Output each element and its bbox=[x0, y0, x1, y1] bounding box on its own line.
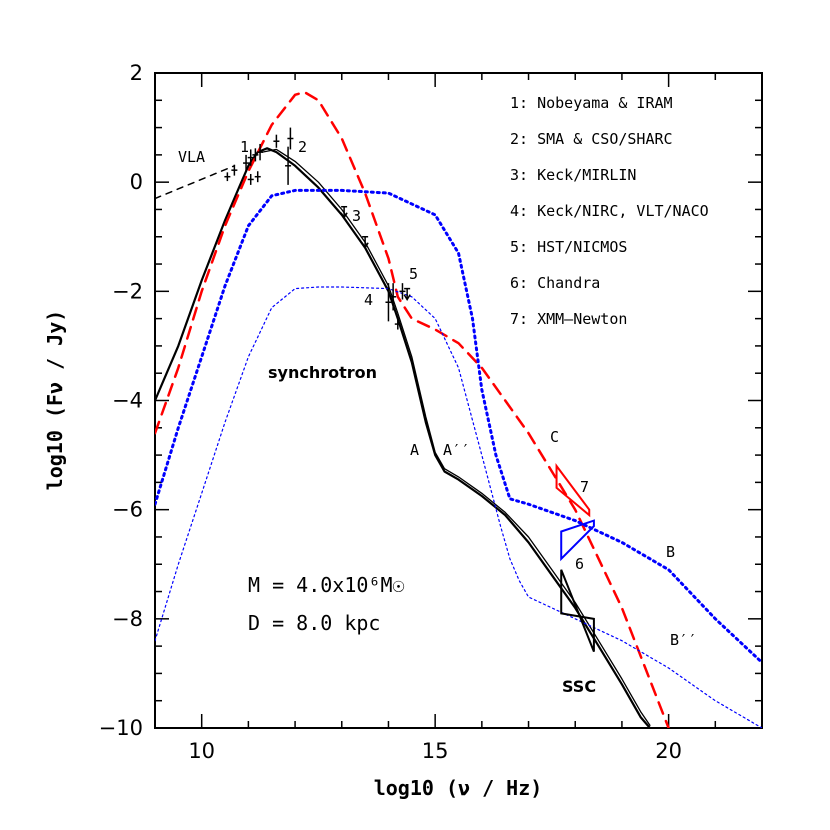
bowtie-flare-C bbox=[555, 462, 591, 518]
legend-item: 4: Keck/NIRC, VLT/NACO bbox=[510, 202, 709, 220]
distance-parameter: D = 8.0 kpc bbox=[248, 611, 380, 635]
label-B: B bbox=[666, 543, 675, 561]
series-blue-dotted-B bbox=[155, 188, 762, 664]
legend-item: 2: SMA & CSO/SHARC bbox=[510, 130, 673, 148]
series-blue-dotted-B2 bbox=[155, 286, 762, 728]
bowtie-chandra-6 bbox=[560, 569, 595, 652]
label-A2: A′′ bbox=[443, 441, 470, 459]
legend-item: 6: Chandra bbox=[510, 274, 600, 292]
y-tick-label: −2 bbox=[112, 279, 143, 303]
y-tick-label: −4 bbox=[112, 389, 143, 413]
y-tick-label: 0 bbox=[130, 170, 143, 194]
series-black-A2 bbox=[261, 148, 651, 726]
upper-limit-arrowhead bbox=[403, 294, 411, 302]
label-synchrotron: synchrotron bbox=[268, 363, 377, 382]
series-vla-dashed bbox=[155, 165, 236, 200]
label-SSC: SSC bbox=[562, 677, 596, 696]
series-black-A bbox=[155, 147, 651, 728]
data-points bbox=[224, 127, 411, 330]
label-6: 6 bbox=[575, 555, 584, 573]
upper-limit-arrowhead bbox=[340, 212, 348, 220]
label-7: 7 bbox=[580, 478, 589, 496]
label-4: 4 bbox=[364, 291, 373, 309]
mass-parameter: M = 4.0x10⁶M☉ bbox=[248, 573, 405, 597]
y-tick-label: −6 bbox=[112, 498, 143, 522]
label-3: 3 bbox=[352, 207, 361, 225]
y-tick-label: −8 bbox=[112, 607, 143, 631]
label-5: 5 bbox=[409, 265, 418, 283]
legend-item: 3: Keck/MIRLIN bbox=[510, 166, 636, 184]
upper-limit-arrowhead bbox=[361, 242, 369, 250]
label-C: C bbox=[550, 428, 559, 446]
x-axis-label: log10 (ν / Hz) bbox=[374, 776, 543, 800]
y-tick-label: 2 bbox=[130, 61, 143, 85]
label-vla: VLA bbox=[178, 148, 205, 166]
legend-item: 1: Nobeyama & IRAM bbox=[510, 94, 673, 112]
x-tick-label: 15 bbox=[422, 739, 449, 763]
y-axis-label: log10 (Fν / Jy) bbox=[43, 310, 67, 491]
label-1: 1 bbox=[240, 138, 249, 156]
series-layer bbox=[155, 90, 762, 728]
label-2: 2 bbox=[298, 138, 307, 156]
bowties bbox=[555, 462, 595, 652]
legend: 1: Nobeyama & IRAM 2: SMA & CSO/SHARC 3: K… bbox=[510, 94, 709, 328]
label-B2: B′′ bbox=[670, 631, 697, 649]
x-tick-label: 10 bbox=[188, 739, 215, 763]
x-tick-label: 20 bbox=[655, 739, 682, 763]
legend-item: 5: HST/NICMOS bbox=[510, 238, 627, 256]
legend-item: 7: XMM–Newton bbox=[510, 310, 627, 328]
label-A: A bbox=[410, 441, 419, 459]
bowtie-xmm-7 bbox=[560, 519, 595, 562]
y-tick-label: −10 bbox=[99, 716, 143, 740]
series-red-dashed bbox=[155, 90, 670, 728]
